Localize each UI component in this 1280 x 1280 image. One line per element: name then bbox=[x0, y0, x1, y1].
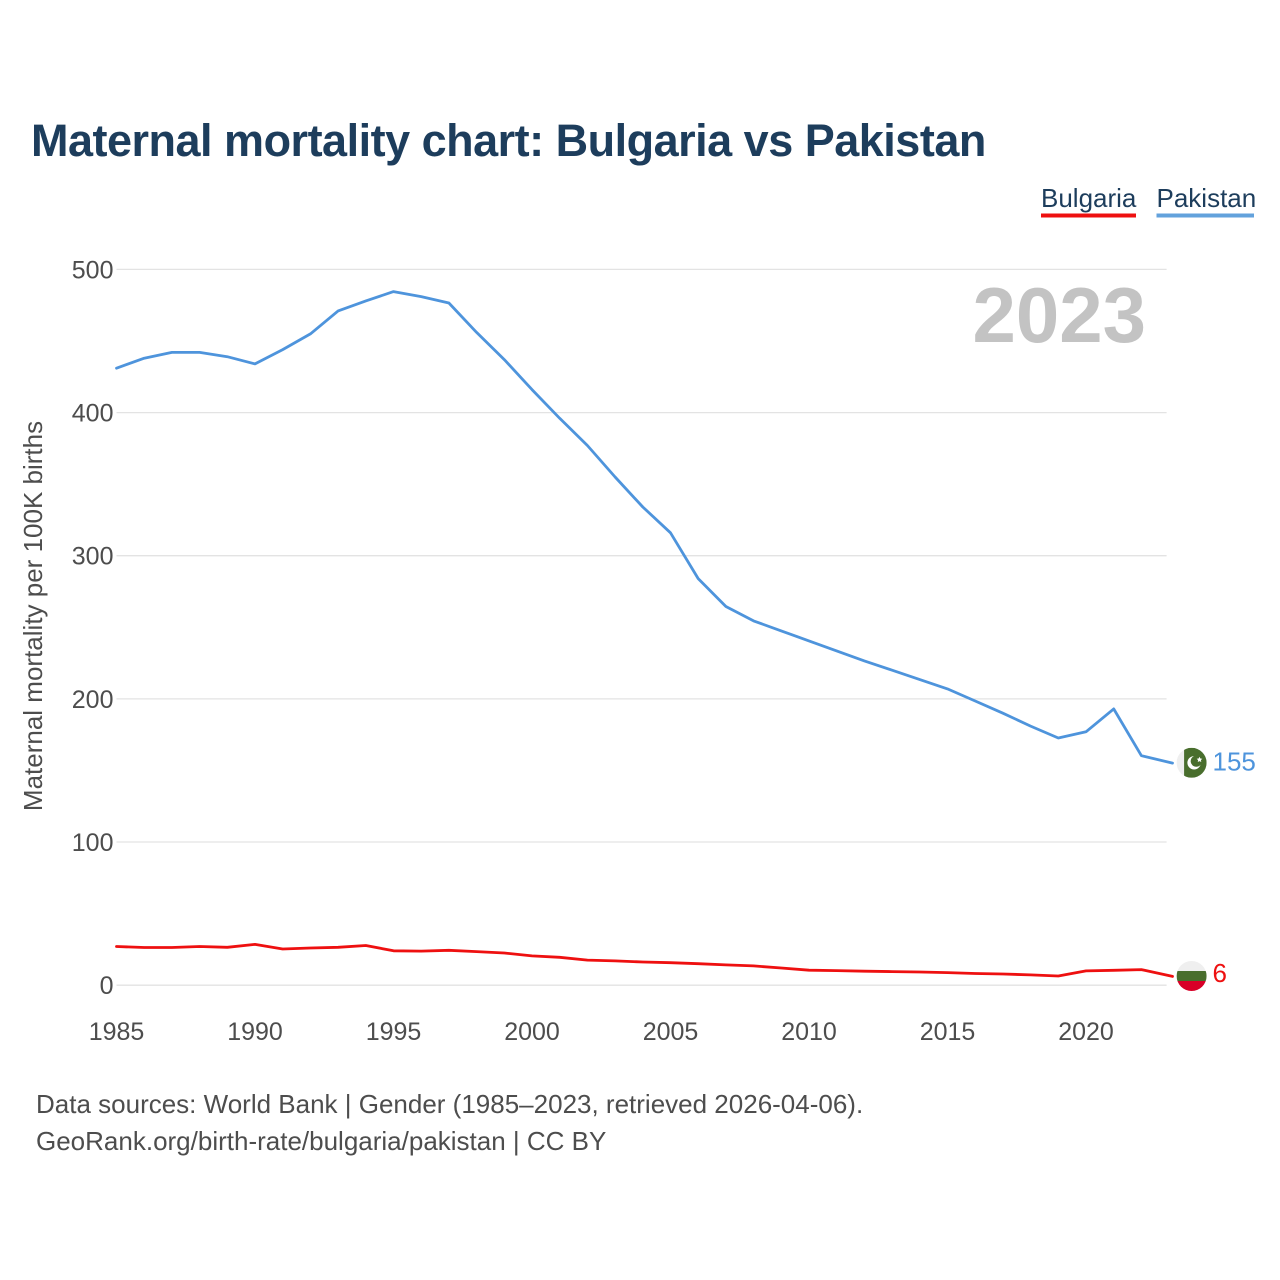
svg-text:2023: 2023 bbox=[972, 271, 1146, 359]
svg-text:GeoRank.org/birth-rate/bulgari: GeoRank.org/birth-rate/bulgaria/pakistan… bbox=[36, 1126, 606, 1156]
svg-text:200: 200 bbox=[72, 686, 114, 714]
svg-text:2005: 2005 bbox=[643, 1018, 699, 1046]
svg-text:1985: 1985 bbox=[89, 1018, 145, 1046]
svg-text:2010: 2010 bbox=[781, 1018, 837, 1046]
svg-text:500: 500 bbox=[72, 256, 114, 284]
svg-text:2000: 2000 bbox=[504, 1018, 560, 1046]
svg-text:155: 155 bbox=[1213, 747, 1256, 777]
svg-text:2020: 2020 bbox=[1058, 1018, 1114, 1046]
svg-text:1995: 1995 bbox=[366, 1018, 422, 1046]
svg-text:300: 300 bbox=[72, 543, 114, 571]
svg-text:0: 0 bbox=[100, 972, 114, 1000]
svg-text:400: 400 bbox=[72, 400, 114, 428]
svg-text:2015: 2015 bbox=[920, 1018, 976, 1046]
svg-text:Pakistan: Pakistan bbox=[1157, 183, 1257, 213]
svg-text:6: 6 bbox=[1213, 958, 1227, 988]
svg-text:100: 100 bbox=[72, 829, 114, 857]
svg-text:Maternal mortality chart: Bulg: Maternal mortality chart: Bulgaria vs Pa… bbox=[31, 115, 986, 166]
svg-text:Bulgaria: Bulgaria bbox=[1041, 183, 1137, 213]
svg-text:1990: 1990 bbox=[227, 1018, 283, 1046]
svg-text:Data sources: World Bank | Gen: Data sources: World Bank | Gender (1985–… bbox=[36, 1089, 863, 1119]
svg-text:Maternal mortality per 100K bi: Maternal mortality per 100K births bbox=[18, 421, 48, 811]
